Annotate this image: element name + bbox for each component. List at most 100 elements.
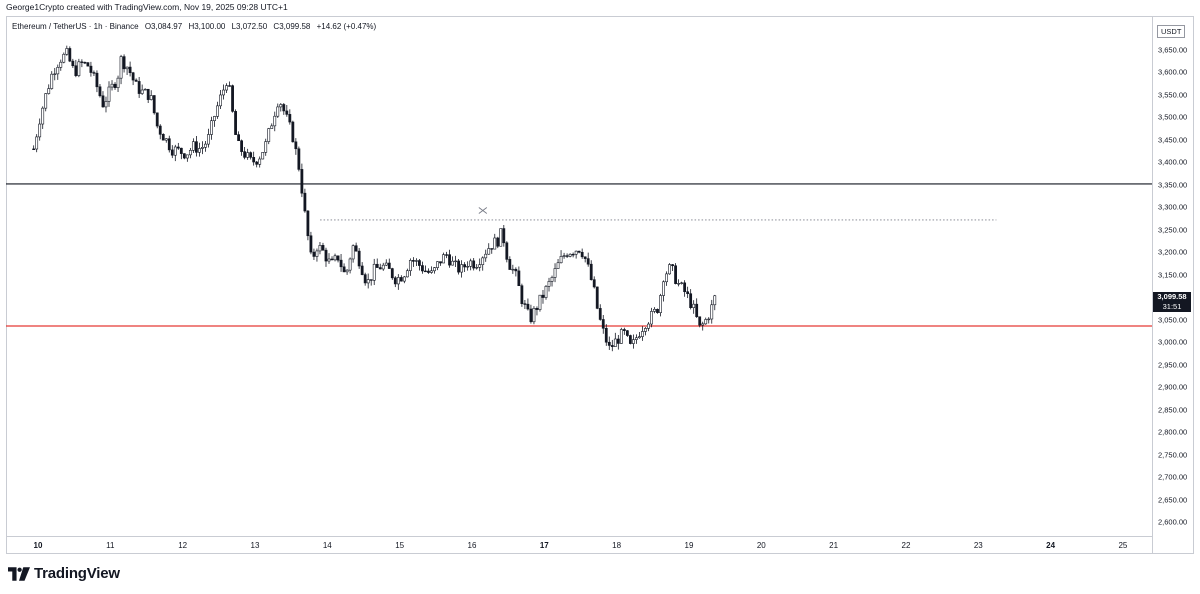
tradingview-brand[interactable]: TradingView: [8, 565, 120, 582]
candle: [128, 61, 132, 77]
candle: [448, 249, 451, 268]
candle: [363, 272, 367, 286]
candle-body: [653, 308, 656, 312]
candle-body: [158, 125, 162, 135]
candle: [511, 264, 515, 274]
candle: [559, 250, 563, 264]
candle: [50, 71, 54, 90]
candle-body: [92, 72, 96, 74]
time-tick-label: 24: [1046, 541, 1056, 550]
candle: [481, 256, 485, 271]
candle: [176, 142, 180, 150]
candle-body: [463, 264, 467, 268]
candle-body: [80, 61, 84, 63]
candle: [625, 330, 629, 337]
candle: [436, 261, 439, 271]
candle: [586, 252, 590, 267]
time-axis[interactable]: [6, 536, 1152, 554]
candle-body: [405, 270, 409, 278]
candle-body: [541, 294, 545, 298]
price-tick-label: 2,900.00: [1158, 382, 1188, 392]
candle: [249, 151, 253, 160]
candle: [345, 269, 349, 275]
candle-body: [143, 88, 147, 91]
candle: [638, 331, 641, 339]
candle-body: [68, 48, 72, 62]
candle-body: [418, 260, 421, 266]
candle: [41, 106, 45, 129]
candle: [493, 233, 497, 250]
candle-body: [547, 281, 551, 287]
candle: [324, 247, 328, 267]
candle-body: [309, 235, 313, 253]
candle-body: [680, 282, 684, 284]
candle-body: [490, 248, 494, 250]
candle: [430, 266, 433, 274]
candle: [167, 135, 171, 153]
candle: [185, 154, 189, 162]
candle-body: [360, 265, 364, 275]
candle: [198, 142, 201, 157]
candle: [541, 289, 545, 304]
candle: [635, 334, 638, 344]
price-tick-label: 2,750.00: [1158, 450, 1188, 460]
candle: [333, 253, 337, 262]
last-price-tag: 3,099.58 31:51: [1153, 292, 1191, 312]
candle-body: [499, 228, 503, 247]
candle: [83, 61, 87, 65]
candle: [508, 256, 512, 270]
price-axis[interactable]: [1152, 17, 1194, 553]
candle-body: [448, 254, 451, 266]
candle-body: [577, 250, 581, 253]
candle-body: [472, 260, 476, 269]
candle: [475, 264, 479, 270]
candle-body: [264, 141, 268, 153]
currency-label[interactable]: USDT: [1157, 25, 1186, 38]
candle: [393, 276, 397, 288]
candle-body: [282, 104, 286, 112]
candle-body: [433, 267, 436, 272]
candle-body: [122, 56, 126, 70]
candle-body: [101, 95, 105, 108]
candle: [707, 317, 711, 324]
price-chart[interactable]: [6, 17, 1152, 536]
candle: [631, 334, 635, 349]
candle-body: [659, 295, 662, 313]
candle: [571, 252, 575, 258]
candle-body: [213, 116, 216, 122]
chart-frame: [6, 16, 1194, 554]
candle-body: [665, 273, 668, 283]
candle-body: [137, 81, 141, 94]
candle-body: [674, 265, 677, 284]
cross-marker-icon[interactable]: [478, 207, 488, 214]
candle: [656, 308, 659, 314]
candle-body: [538, 294, 542, 310]
candle: [580, 248, 584, 259]
candle-body: [535, 308, 539, 310]
candle-body: [246, 152, 250, 158]
candle: [463, 262, 467, 272]
candle-body: [430, 270, 433, 273]
candle-body: [35, 136, 39, 150]
candle-body: [59, 61, 63, 68]
candle: [457, 259, 460, 275]
candle-body: [671, 264, 674, 267]
candle-body: [348, 258, 352, 271]
candle: [553, 263, 557, 283]
candle-body: [201, 147, 204, 149]
candle-body: [553, 268, 557, 278]
candle-body: [210, 120, 213, 135]
candle: [182, 153, 186, 160]
candle-body: [204, 143, 207, 148]
price-tick-label: 3,600.00: [1158, 67, 1188, 77]
time-tick-label: 13: [250, 541, 260, 550]
candle-body: [484, 253, 488, 259]
chart-plot-area[interactable]: [6, 17, 1152, 536]
candle: [402, 275, 406, 284]
candle: [387, 258, 391, 269]
candle-body: [390, 268, 394, 279]
candle: [35, 134, 39, 153]
candle: [47, 84, 51, 95]
candle-body: [134, 79, 138, 82]
candle-body: [107, 86, 111, 102]
